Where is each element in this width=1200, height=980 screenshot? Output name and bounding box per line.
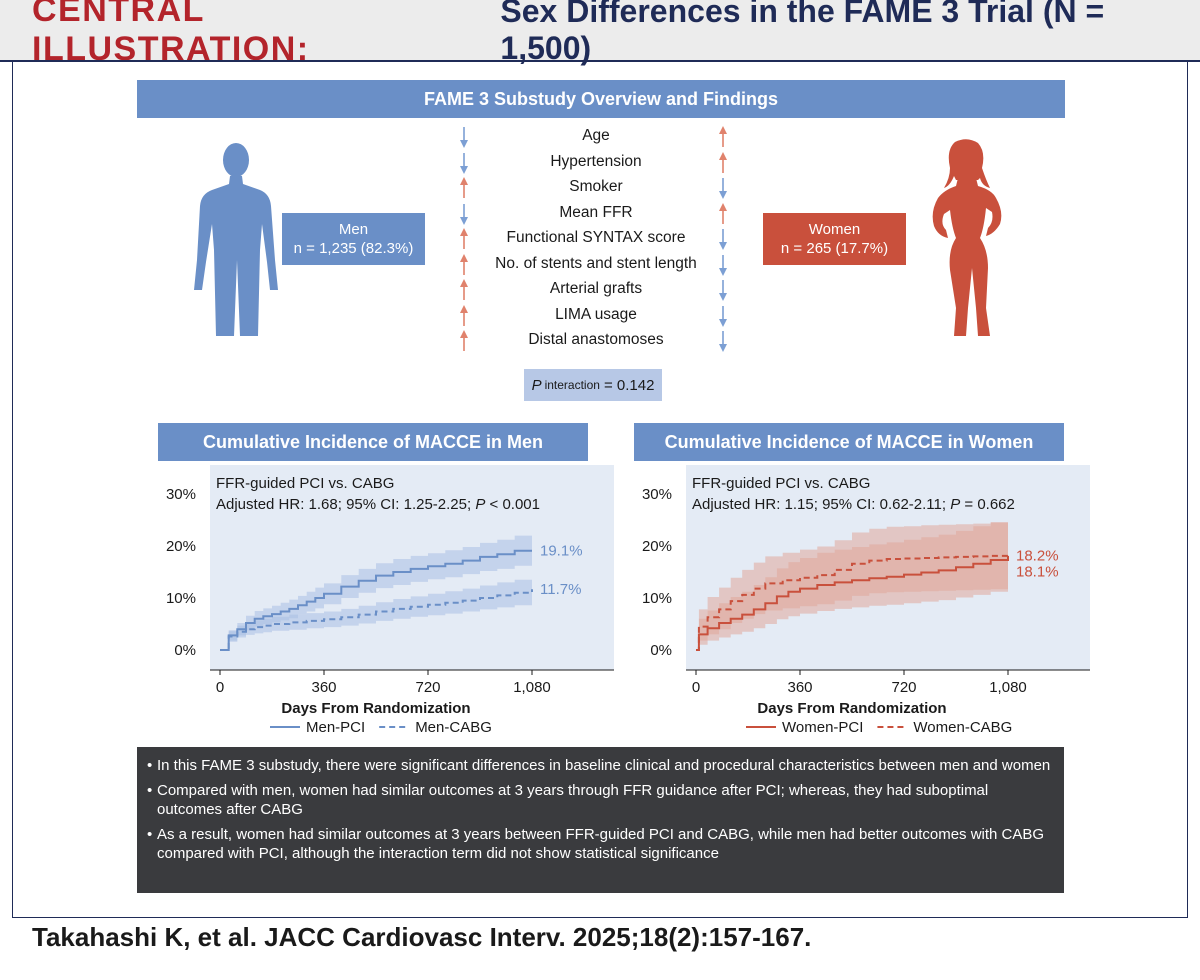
- hr-annotation-line2: Adjusted HR: 1.15; 95% CI: 0.62-2.11; P …: [692, 496, 1015, 513]
- finding-item: • In this FAME 3 substudy, there were sig…: [147, 756, 1054, 775]
- characteristic-label: Distal anastomoses: [528, 331, 664, 348]
- finding-item: • Compared with men, women had similar ou…: [147, 781, 1054, 819]
- characteristic-label: LIMA usage: [555, 305, 637, 323]
- citation: Takahashi K, et al. JACC Cardiovasc Inte…: [32, 922, 812, 952]
- x-axis-label: Days From Randomization: [281, 700, 470, 717]
- arrow-up-icon: [460, 330, 468, 351]
- p-value: = 0.142: [603, 376, 655, 394]
- series-line-women-pci: [696, 555, 1009, 651]
- y-tick-label: 20%: [166, 538, 196, 555]
- arrow-down-icon: [460, 152, 468, 174]
- female-silhouette-icon: [932, 139, 1002, 336]
- characteristic-label: No. of stents and stent length: [495, 254, 697, 272]
- women-label: Women: [808, 221, 861, 238]
- header-label: CENTRAL ILLUSTRATION:: [32, 0, 310, 68]
- x-tick-label: 1,080: [989, 679, 1027, 696]
- women-chart-title: Cumulative Incidence of MACCE in Women: [634, 423, 1064, 461]
- y-tick-label: 30%: [166, 486, 196, 503]
- male-silhouette-icon: [194, 143, 278, 336]
- arrow-up-icon: [460, 253, 468, 275]
- arrow-up-icon: [719, 126, 727, 147]
- finding-text: Compared with men, women had similar out…: [157, 782, 989, 818]
- women-macce-chart: 18.2%18.1% 0% 10% 20% 30% 0 360 720 1,080 Days Fr…: [642, 465, 1090, 736]
- overview-title: FAME 3 Substudy Overview and Findings: [137, 80, 1065, 118]
- characteristic-label: Smoker: [569, 178, 623, 195]
- arrow-up-icon: [460, 304, 468, 326]
- finding-text: As a result, women had similar outcomes …: [157, 826, 1045, 862]
- bullet: •: [147, 782, 153, 799]
- women-count: n = 265 (17.7%): [780, 240, 889, 257]
- y-tick-label: 30%: [642, 486, 672, 503]
- finding-text: In this FAME 3 substudy, there were sign…: [157, 757, 1051, 774]
- end-value-label: 18.2%: [1016, 547, 1059, 564]
- confidence-band-women-cabg: [696, 522, 1008, 650]
- hr-annotation-line1: FFR-guided PCI vs. CABG: [692, 475, 870, 492]
- x-tick-label: 360: [311, 679, 336, 696]
- arrow-down-icon: [719, 254, 727, 276]
- bullet: •: [147, 826, 153, 843]
- men-label: Men: [338, 221, 369, 238]
- series-line-women-cabg: [696, 554, 1009, 651]
- x-tick-label: 720: [415, 679, 440, 696]
- end-value-label: 18.1%: [1016, 563, 1059, 580]
- legend-label: Women-PCI: [782, 719, 863, 736]
- men-group-box: Men n = 1,235 (82.3%): [282, 213, 425, 265]
- arrow-down-icon: [719, 305, 727, 327]
- arrow-up-icon: [719, 202, 727, 224]
- arrow-down-icon: [719, 178, 727, 199]
- men-chart-title: Cumulative Incidence of MACCE in Men: [158, 423, 588, 461]
- y-tick-label: 10%: [166, 590, 196, 607]
- y-tick-label: 10%: [642, 590, 672, 607]
- characteristic-label: Mean FFR: [559, 203, 633, 221]
- men-count: n = 1,235 (82.3%): [293, 240, 414, 257]
- arrow-down-icon: [460, 203, 468, 225]
- x-tick-label: 0: [692, 679, 700, 696]
- p-symbol: P: [531, 376, 542, 394]
- legend-label: Men-CABG: [415, 719, 492, 736]
- arrow-up-icon: [460, 279, 468, 300]
- arrow-up-icon: [719, 151, 727, 173]
- series-line-men-cabg: [220, 589, 533, 651]
- y-tick-label: 0%: [650, 642, 672, 659]
- p-subscript: interaction: [544, 378, 600, 392]
- illustration-frame: [12, 62, 1188, 918]
- x-tick-label: 0: [216, 679, 224, 696]
- arrow-down-icon: [719, 331, 727, 352]
- finding-item: • As a result, women had similar outcomes…: [147, 825, 1054, 863]
- y-tick-label: 20%: [642, 538, 672, 555]
- arrow-down-icon: [460, 127, 468, 148]
- x-tick-label: 360: [787, 679, 812, 696]
- characteristic-label: Hypertension: [550, 152, 642, 170]
- end-value-label: 11.7%: [540, 581, 581, 598]
- arrow-up-icon: [460, 228, 468, 249]
- x-tick-label: 720: [891, 679, 916, 696]
- characteristic-label: Age: [582, 127, 610, 144]
- key-findings-panel: • In this FAME 3 substudy, there were sig…: [137, 747, 1064, 893]
- arrow-up-icon: [460, 177, 468, 198]
- illustration-header: CENTRAL ILLUSTRATION: Sex Differences in…: [0, 0, 1200, 68]
- series-line-men-pci: [220, 549, 532, 651]
- characteristic-label: Functional SYNTAX score: [506, 229, 686, 246]
- header-divider: [0, 60, 1200, 62]
- legend-label: Men-PCI: [306, 719, 365, 736]
- arrow-down-icon: [719, 280, 727, 301]
- header-title: Sex Differences in the FAME 3 Trial (N =…: [500, 0, 1105, 66]
- end-value-label: 19.1%: [540, 543, 583, 560]
- legend-label: Women-CABG: [913, 719, 1012, 736]
- hr-annotation-line2: Adjusted HR: 1.68; 95% CI: 1.25-2.25; P …: [216, 496, 540, 513]
- x-tick-label: 1,080: [513, 679, 551, 696]
- bullet: •: [147, 757, 153, 774]
- y-tick-label: 0%: [174, 642, 196, 659]
- x-axis-label: Days From Randomization: [757, 700, 946, 717]
- characteristic-label: Arterial grafts: [549, 280, 643, 297]
- arrow-down-icon: [719, 229, 727, 250]
- women-group-box: Women n = 265 (17.7%): [763, 213, 906, 265]
- hr-annotation-line1: FFR-guided PCI vs. CABG: [216, 475, 394, 492]
- men-macce-chart: 19.1% 11.7% 0% 10% 20% 30% 0 360 720 1,080 Days Fr…: [166, 465, 614, 736]
